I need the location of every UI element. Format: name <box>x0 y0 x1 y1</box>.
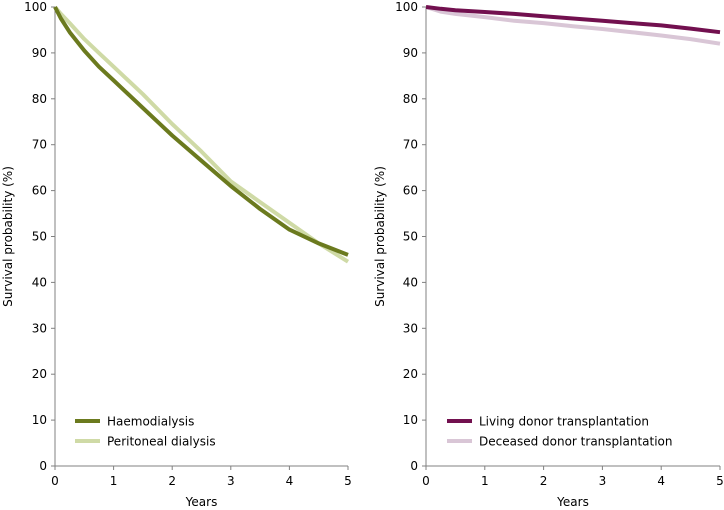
y-tick-label: 60 <box>403 184 418 198</box>
y-tick-label: 100 <box>24 0 47 14</box>
series-line-peritoneal-dialysis <box>53 5 350 264</box>
x-tick-label: 0 <box>51 474 59 488</box>
y-tick-label: 10 <box>403 413 418 427</box>
y-tick-label: 90 <box>403 46 418 60</box>
right-chart-panel: 0 10 20 30 40 50 60 70 80 90 100 0 1 2 3 4 5 Years Surviva… <box>373 0 724 509</box>
legend-label: Living donor transplantation <box>479 415 649 429</box>
x-tick-label: 3 <box>599 474 607 488</box>
y-tick-label: 80 <box>32 92 47 106</box>
y-tick-label: 100 <box>395 0 418 14</box>
y-tick-label: 40 <box>32 275 47 289</box>
x-tick-label: 2 <box>168 474 176 488</box>
x-tick-label: 1 <box>481 474 489 488</box>
y-tick-label: 90 <box>32 46 47 60</box>
y-tick-label: 0 <box>39 459 47 473</box>
series-line-living-donor-transplantation <box>425 5 721 35</box>
y-tick-label: 20 <box>403 367 418 381</box>
y-tick-label: 70 <box>32 138 47 152</box>
y-tick-label: 40 <box>403 275 418 289</box>
x-tick-label: 3 <box>227 474 235 488</box>
y-axis-title: Survival probability (%) <box>373 166 387 307</box>
y-tick-label: 50 <box>403 230 418 244</box>
legend-label: Haemodialysis <box>107 415 194 429</box>
y-tick-label: 70 <box>403 138 418 152</box>
y-tick-label: 20 <box>32 367 47 381</box>
x-tick-label: 0 <box>422 474 430 488</box>
y-tick-label: 10 <box>32 413 47 427</box>
y-tick-label: 0 <box>410 459 418 473</box>
x-tick-label: 4 <box>286 474 294 488</box>
y-tick-label: 30 <box>32 321 47 335</box>
x-axis-title: Years <box>556 495 589 509</box>
y-axis-title: Survival probability (%) <box>1 166 15 307</box>
y-tick-label: 60 <box>32 184 47 198</box>
x-tick-label: 1 <box>110 474 118 488</box>
x-tick-label: 5 <box>344 474 352 488</box>
y-tick-label: 80 <box>403 92 418 106</box>
legend-label: Deceased donor transplantation <box>479 435 672 449</box>
y-tick-label: 30 <box>403 321 418 335</box>
series-line-deceased-donor-transplantation <box>425 5 721 46</box>
x-tick-label: 5 <box>716 474 724 488</box>
x-tick-label: 2 <box>540 474 548 488</box>
series-line-haemodialysis <box>53 6 349 257</box>
x-tick-label: 4 <box>657 474 665 488</box>
y-tick-label: 50 <box>32 230 47 244</box>
legend-label: Peritoneal dialysis <box>107 435 216 449</box>
left-chart-panel: 0 10 20 30 40 50 60 70 80 90 100 0 1 2 3 4 5 Years Surviva… <box>1 0 352 509</box>
x-axis-title: Years <box>185 495 218 509</box>
